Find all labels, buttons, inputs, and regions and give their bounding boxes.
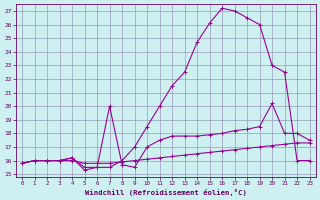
- X-axis label: Windchill (Refroidissement éolien,°C): Windchill (Refroidissement éolien,°C): [85, 189, 247, 196]
